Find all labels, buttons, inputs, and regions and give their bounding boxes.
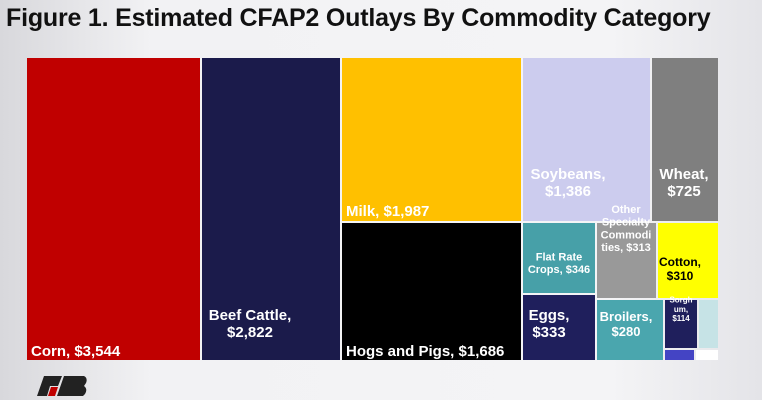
treemap-tile-corn: Corn, $3,544 xyxy=(27,58,200,360)
treemap-tile-hogs-and-pigs: Hogs and Pigs, $1,686 xyxy=(342,223,521,360)
tile-rect xyxy=(652,58,718,221)
tile-rect xyxy=(523,223,595,293)
tile-rect xyxy=(665,350,694,360)
tile-rect xyxy=(665,300,697,348)
tile-label: Soybeans, $1,386 xyxy=(530,166,605,200)
tile-rect xyxy=(597,223,656,298)
tile-rect xyxy=(202,58,340,360)
treemap-tile-milk: Milk, $1,987 xyxy=(342,58,521,221)
treemap-tile-sorghum: Sorgh um, $114 xyxy=(665,296,697,348)
treemap-tile-beef-cattle: Beef Cattle, $2,822 xyxy=(202,58,340,360)
treemap-tile-unlabeled-14 xyxy=(696,350,718,360)
tile-label: Cotton, $310 xyxy=(659,255,701,283)
treemap-tile-unlabeled-13 xyxy=(665,350,694,360)
treemap-tile-other-specialty-commodities: Other Specialty Commodi ties, $313 xyxy=(597,204,656,298)
tile-rect xyxy=(696,350,718,360)
tile-rect xyxy=(658,223,718,298)
treemap-tile-eggs: Eggs, $333 xyxy=(523,295,595,360)
tile-label: Broilers, $280 xyxy=(600,309,653,339)
tile-rect xyxy=(342,223,521,360)
tile-rect xyxy=(597,300,663,360)
treemap-tile-flat-rate-crops: Flat Rate Crops, $346 xyxy=(523,223,595,293)
treemap-tile-wheat: Wheat, $725 xyxy=(652,58,718,221)
tile-label: Beef Cattle, $2,822 xyxy=(209,307,292,341)
farm-bureau-logo-icon xyxy=(37,376,87,396)
tile-rect xyxy=(699,300,718,348)
tile-rect xyxy=(27,58,200,360)
treemap-tile-unlabeled-12 xyxy=(699,300,718,348)
tile-rect xyxy=(523,295,595,360)
chart-title: Figure 1. Estimated CFAP2 Outlays By Com… xyxy=(6,4,711,32)
tile-label: Eggs, $333 xyxy=(529,307,570,341)
tile-label: Flat Rate Crops, $346 xyxy=(528,251,590,276)
treemap-tile-broilers: Broilers, $280 xyxy=(597,300,663,360)
treemap-tile-soybeans: Soybeans, $1,386 xyxy=(523,58,650,221)
tile-label: Wheat, $725 xyxy=(659,166,708,200)
tile-rect xyxy=(523,58,650,221)
tile-rect xyxy=(342,58,521,221)
treemap-tile-cotton: Cotton, $310 xyxy=(658,223,718,298)
tile-label: Hogs and Pigs, $1,686 xyxy=(346,343,504,360)
tile-label: Corn, $3,544 xyxy=(31,343,121,360)
tile-label: Other Specialty Commodi ties, $313 xyxy=(601,204,652,254)
tile-label: Sorgh um, $114 xyxy=(669,296,692,323)
tile-label: Milk, $1,987 xyxy=(346,203,429,220)
